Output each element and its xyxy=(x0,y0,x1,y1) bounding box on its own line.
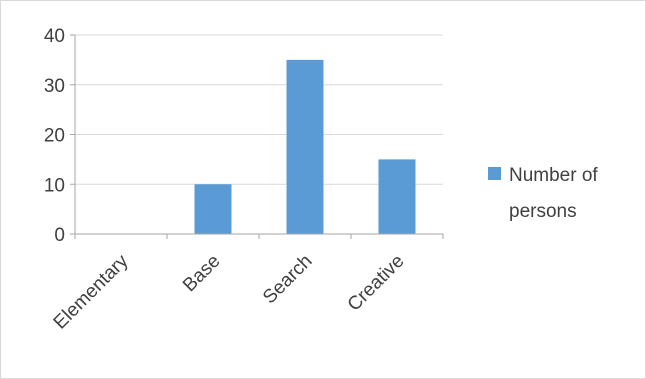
bar-base xyxy=(194,184,232,234)
y-tick-label-10: 10 xyxy=(44,175,65,196)
bar-creative xyxy=(378,159,416,234)
y-tick-label-30: 30 xyxy=(44,76,65,97)
x-tick-label-search: Search xyxy=(259,251,316,308)
legend-swatch xyxy=(488,167,501,180)
legend: Number of persons xyxy=(488,165,598,222)
axes xyxy=(70,34,444,239)
y-tick-label-20: 20 xyxy=(44,126,65,147)
bar-search xyxy=(286,59,324,234)
x-axis-tick-labels: Elementary Base Search Creative xyxy=(50,250,409,333)
y-axis-tick-labels: 0 10 20 30 40 xyxy=(44,26,65,246)
bars xyxy=(194,59,416,234)
legend-label-line-2: persons xyxy=(509,201,577,222)
legend-label-line-1: Number of xyxy=(509,165,598,186)
x-tick-label-base: Base xyxy=(179,251,224,296)
y-tick-label-40: 40 xyxy=(44,26,65,47)
x-tick-label-elementary: Elementary xyxy=(50,250,133,333)
x-tick-label-creative: Creative xyxy=(344,251,409,316)
y-tick-label-0: 0 xyxy=(54,225,65,246)
